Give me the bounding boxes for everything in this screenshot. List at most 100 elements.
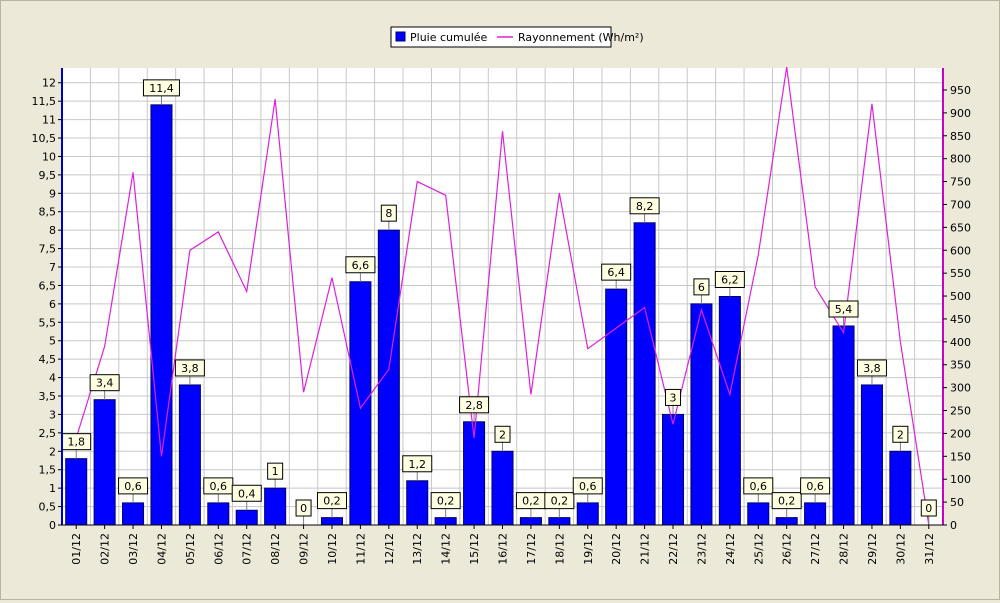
bar	[93, 399, 116, 526]
x-tick-label: 12/12	[383, 533, 396, 565]
x-tick-label: 27/12	[809, 533, 822, 565]
data-label-box	[345, 256, 376, 274]
bar	[832, 325, 855, 526]
bar	[605, 288, 628, 526]
data-label: 0,2	[323, 495, 341, 508]
data-label-box	[828, 300, 859, 318]
left-tick-label: 3,5	[39, 390, 57, 403]
left-tick-label: 9,5	[39, 169, 57, 182]
bar	[65, 458, 88, 526]
data-label: 1,8	[67, 436, 85, 449]
data-label-box	[295, 499, 312, 517]
left-tick-label: 8,5	[39, 206, 57, 219]
right-tick-label: 650	[950, 221, 971, 234]
data-label-box	[174, 359, 205, 377]
left-tick-label: 7	[49, 261, 56, 274]
data-label-box	[402, 455, 433, 473]
data-label: 0,4	[238, 487, 256, 500]
right-tick-label: 50	[950, 496, 964, 509]
x-tick-label: 03/12	[127, 533, 140, 565]
x-tick-label: 19/12	[582, 533, 595, 565]
data-label-box	[544, 492, 575, 510]
x-tick-label: 04/12	[155, 533, 168, 565]
bar	[349, 281, 372, 526]
data-label: 0,6	[579, 480, 597, 493]
x-tick-label: 05/12	[184, 533, 197, 565]
right-tick-label: 450	[950, 313, 971, 326]
x-tick-label: 31/12	[923, 533, 936, 565]
data-label: 0,6	[210, 480, 228, 493]
x-tick-label: 06/12	[212, 533, 225, 565]
data-label-box	[665, 388, 682, 406]
bar	[434, 517, 457, 526]
right-tick-label: 750	[950, 176, 971, 189]
data-label-box	[693, 278, 710, 296]
left-tick-label: 5	[49, 335, 56, 348]
left-tick-label: 1,5	[39, 464, 57, 477]
data-label: 8	[385, 207, 392, 220]
data-label: 6,2	[721, 274, 739, 287]
left-tick-label: 10,5	[32, 132, 57, 145]
data-label-box	[714, 271, 745, 288]
x-tick-label: 28/12	[838, 533, 851, 565]
data-label: 0	[300, 502, 307, 515]
x-tick-label: 29/12	[866, 533, 879, 565]
x-tick-label: 11/12	[354, 533, 367, 565]
right-tick-label: 350	[950, 359, 971, 372]
data-label: 2	[897, 428, 904, 441]
left-tick-label: 4	[49, 372, 56, 385]
left-tick-label: 1	[49, 482, 56, 495]
left-tick-label: 8	[49, 224, 56, 237]
data-label: 3,8	[863, 362, 881, 375]
x-tick-label: 20/12	[610, 533, 623, 565]
bar	[122, 502, 145, 526]
right-tick-label: 700	[950, 198, 971, 211]
left-tick-label: 3	[49, 408, 56, 421]
bar	[548, 517, 571, 526]
x-tick-label: 22/12	[667, 533, 680, 565]
x-tick-label: 24/12	[724, 533, 737, 565]
right-tick-label: 0	[950, 519, 957, 532]
left-tick-label: 0,5	[39, 501, 57, 514]
x-tick-label: 15/12	[468, 533, 481, 565]
bar	[150, 104, 173, 526]
data-label: 0,6	[124, 480, 142, 493]
bar	[264, 487, 287, 526]
data-label: 8,2	[636, 200, 654, 213]
data-label-box	[231, 484, 262, 502]
left-tick-label: 10	[42, 150, 56, 163]
right-tick-label: 850	[950, 130, 971, 143]
right-tick-label: 550	[950, 267, 971, 280]
right-tick-label: 500	[950, 290, 971, 303]
bar	[860, 384, 883, 526]
data-label-box	[316, 492, 347, 510]
bar	[804, 502, 827, 526]
radiation-line	[75, 66, 930, 526]
data-label: 2,8	[465, 399, 483, 412]
left-tick-label: 11	[42, 114, 56, 127]
data-label: 1	[272, 465, 279, 478]
right-tick-label: 950	[950, 84, 971, 97]
data-label-box	[572, 477, 603, 495]
x-tick-label: 02/12	[99, 533, 112, 565]
left-tick-label: 6	[49, 298, 56, 311]
data-label-box	[856, 359, 887, 377]
legend-label-rain: Pluie cumulée	[410, 31, 488, 44]
right-tick-label: 800	[950, 153, 971, 166]
data-label-box	[920, 499, 937, 517]
x-tick-label: 26/12	[781, 533, 794, 565]
data-label: 0,6	[750, 480, 768, 493]
bar	[406, 480, 429, 526]
x-tick-label: 30/12	[894, 533, 907, 565]
data-label: 0,2	[778, 495, 796, 508]
x-tick-label: 25/12	[752, 533, 765, 565]
data-label-box	[494, 425, 511, 443]
right-tick-label: 150	[950, 450, 971, 463]
data-label: 3	[670, 391, 677, 404]
x-tick-label: 21/12	[639, 533, 652, 565]
data-label-box	[142, 79, 180, 97]
bar	[889, 450, 912, 526]
right-tick-label: 900	[950, 107, 971, 120]
